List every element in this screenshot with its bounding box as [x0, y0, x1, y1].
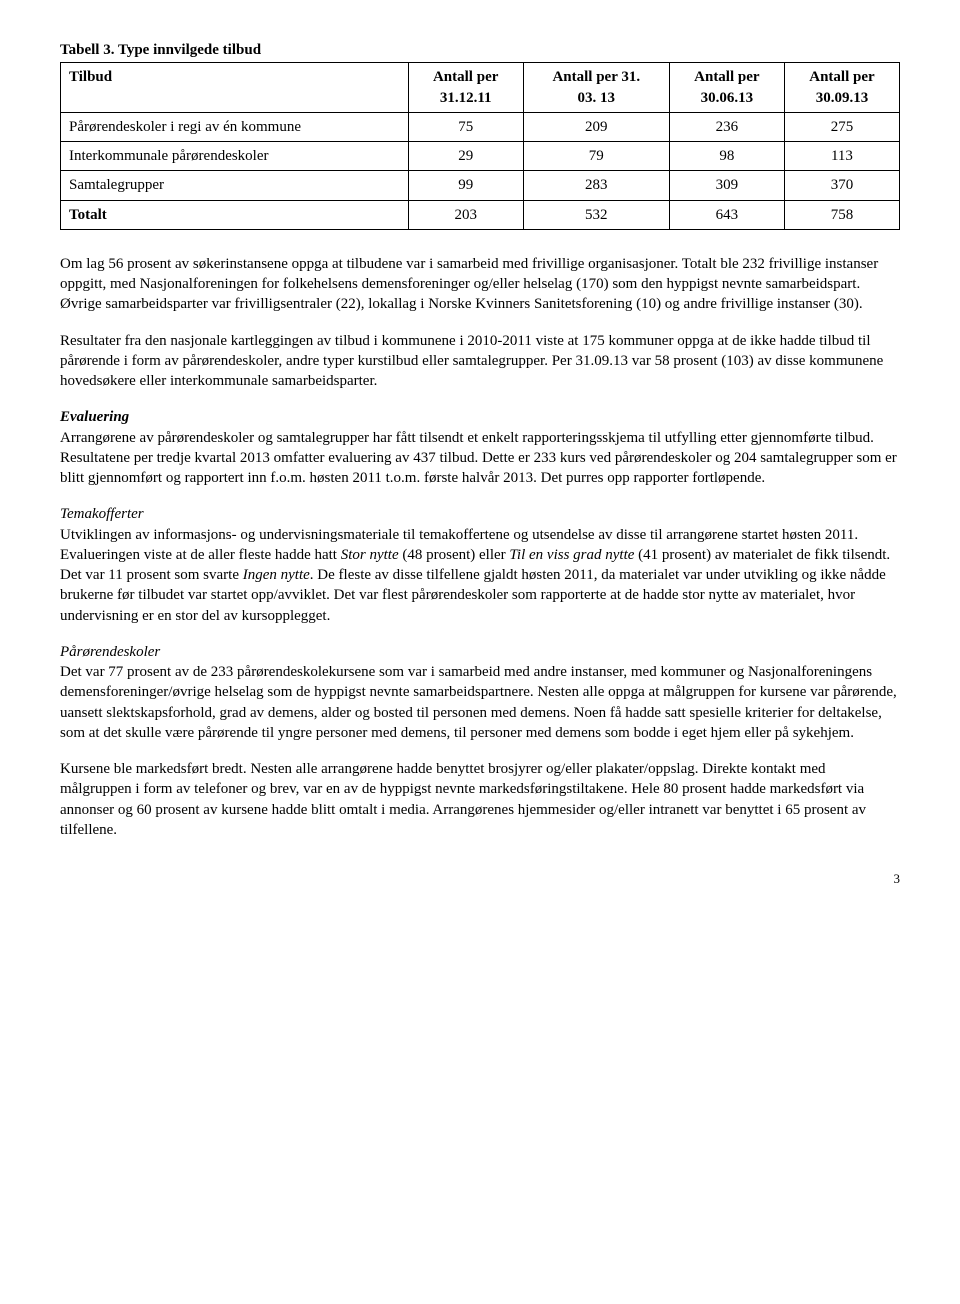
cell: 758	[784, 200, 899, 229]
table-row: Pårørendeskoler i regi av én kommune 75 …	[61, 112, 900, 141]
col-header-3: Antall per 30.06.13	[669, 63, 784, 113]
cell: 99	[408, 171, 523, 200]
text: (48 prosent) eller	[399, 547, 510, 563]
paragraph-temakofferter: Utviklingen av informasjons- og undervis…	[60, 525, 900, 626]
cell: 75	[408, 112, 523, 141]
cell: 283	[523, 171, 669, 200]
table-row: Samtalegrupper 99 283 309 370	[61, 171, 900, 200]
row-label: Interkommunale pårørendeskoler	[61, 142, 409, 171]
table-row: Interkommunale pårørendeskoler 29 79 98 …	[61, 142, 900, 171]
italic-ingen-nytte: Ingen nytte	[243, 567, 310, 583]
row-label: Pårørendeskoler i regi av én kommune	[61, 112, 409, 141]
cell: 370	[784, 171, 899, 200]
table-header-row: Tilbud Antall per 31.12.11 Antall per 31…	[61, 63, 900, 113]
col-header-2a: Antall per 31.	[552, 69, 640, 85]
col-header-4: Antall per 30.09.13	[784, 63, 899, 113]
col-header-3a: Antall per	[694, 69, 759, 85]
heading-parorendeskoler: Pårørendeskoler	[60, 642, 900, 662]
col-header-2b: 03. 13	[578, 90, 616, 106]
table-title: Tabell 3. Type innvilgede tilbud	[60, 40, 900, 60]
row-label-total: Totalt	[61, 200, 409, 229]
col-header-3b: 30.06.13	[701, 90, 754, 106]
col-header-1: Antall per 31.12.11	[408, 63, 523, 113]
cell: 98	[669, 142, 784, 171]
cell: 209	[523, 112, 669, 141]
table-row-total: Totalt 203 532 643 758	[61, 200, 900, 229]
paragraph-2: Resultater fra den nasjonale kartlegging…	[60, 331, 900, 392]
cell: 236	[669, 112, 784, 141]
col-header-1b: 31.12.11	[440, 90, 492, 106]
col-header-4a: Antall per	[809, 69, 874, 85]
italic-stor-nytte: Stor nytte	[341, 547, 399, 563]
col-header-1a: Antall per	[433, 69, 498, 85]
paragraph-parorendeskoler-1: Det var 77 prosent av de 233 pårørendesk…	[60, 662, 900, 743]
cell: 309	[669, 171, 784, 200]
cell: 532	[523, 200, 669, 229]
row-label: Samtalegrupper	[61, 171, 409, 200]
paragraph-evaluering: Arrangørene av pårørendeskoler og samtal…	[60, 428, 900, 489]
cell: 643	[669, 200, 784, 229]
col-header-2: Antall per 31. 03. 13	[523, 63, 669, 113]
col-header-tilbud: Tilbud	[61, 63, 409, 113]
data-table: Tilbud Antall per 31.12.11 Antall per 31…	[60, 62, 900, 230]
cell: 79	[523, 142, 669, 171]
cell: 113	[784, 142, 899, 171]
cell: 203	[408, 200, 523, 229]
cell: 29	[408, 142, 523, 171]
heading-temakofferter: Temakofferter	[60, 504, 900, 524]
cell: 275	[784, 112, 899, 141]
paragraph-parorendeskoler-2: Kursene ble markedsført bredt. Nesten al…	[60, 759, 900, 840]
paragraph-1: Om lag 56 prosent av søkerinstansene opp…	[60, 254, 900, 315]
italic-viss-grad: Til en viss grad nytte	[509, 547, 634, 563]
col-header-4b: 30.09.13	[816, 90, 869, 106]
heading-evaluering: Evaluering	[60, 407, 900, 427]
page-number: 3	[60, 870, 900, 888]
